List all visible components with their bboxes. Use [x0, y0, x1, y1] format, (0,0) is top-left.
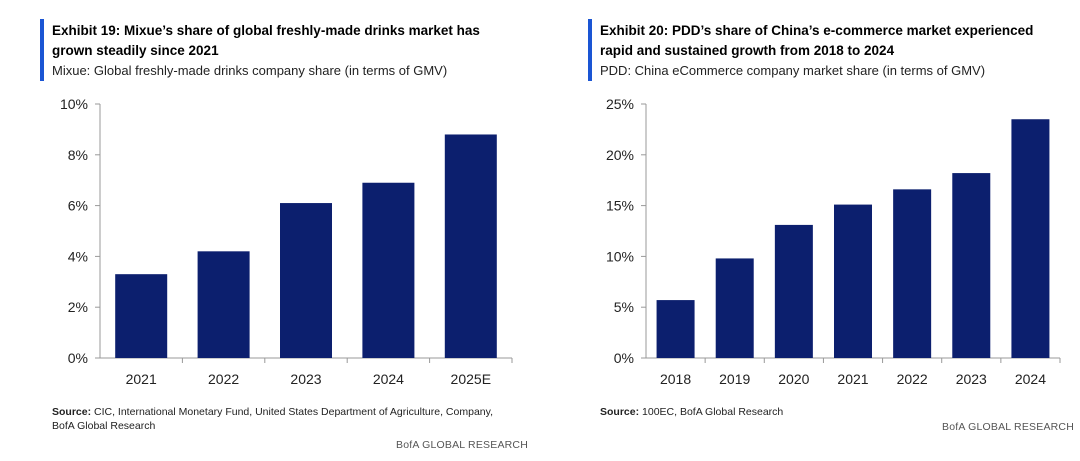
bar	[774, 224, 813, 358]
exhibit-19-subtitle: Mixue: Global freshly-made drinks compan…	[52, 63, 448, 78]
exhibit-19-accent-bar	[40, 19, 44, 81]
y-tick-label: 6%	[68, 198, 88, 214]
y-tick-label: 2%	[68, 299, 88, 315]
x-tick-label: 2022	[897, 371, 928, 387]
bar	[1011, 119, 1050, 359]
y-tick-label: 0%	[68, 350, 88, 366]
exhibit-20-credit: BofA GLOBAL RESEARCH	[942, 421, 1074, 433]
x-tick-label: 2021	[126, 371, 157, 387]
exhibit-19-source-text: CIC, International Monetary Fund, United…	[52, 406, 494, 432]
y-tick-label: 15%	[606, 198, 634, 214]
x-tick-label: 2025E	[451, 371, 491, 387]
x-tick-label: 2022	[208, 371, 239, 387]
exhibit-19-title: Exhibit 19: Mixue’s share of global fres…	[52, 23, 480, 58]
exhibit-20-source-label: Source:	[600, 406, 640, 418]
bar	[715, 258, 754, 358]
y-tick-label: 4%	[68, 248, 88, 264]
exhibit-20-title: Exhibit 20: PDD’s share of China’s e-com…	[600, 23, 1034, 58]
x-tick-label: 2021	[837, 371, 868, 387]
x-tick-label: 2024	[1015, 371, 1046, 387]
y-tick-label: 10%	[60, 96, 88, 112]
y-tick-label: 5%	[614, 299, 634, 315]
exhibit-20-panel: Exhibit 20: PDD’s share of China’s e-com…	[540, 0, 1080, 461]
x-tick-label: 2018	[660, 371, 691, 387]
exhibit-19-source: Source: CIC, International Monetary Fund…	[52, 405, 512, 433]
y-tick-label: 20%	[606, 147, 634, 163]
bar	[656, 300, 695, 358]
y-tick-label: 8%	[68, 147, 88, 163]
bar	[280, 203, 332, 358]
x-tick-label: 2023	[956, 371, 987, 387]
bar	[115, 274, 168, 358]
x-tick-label: 2020	[778, 371, 809, 387]
exhibit-19-chart: 0% 2% 4% 6% 8% 10% 2021 2022 2023 2024 2025E	[60, 96, 513, 387]
exhibit-19-panel: Exhibit 19: Mixue’s share of global fres…	[40, 19, 528, 451]
y-tick-label: 10%	[606, 248, 634, 264]
exhibit-20-source: Source: 100EC, BofA Global Research	[600, 405, 1060, 419]
exhibit-20-accent-bar	[588, 19, 592, 81]
x-tick-label: 2019	[719, 371, 750, 387]
y-tick-label: 25%	[606, 96, 634, 112]
bar	[834, 204, 872, 358]
exhibit-20-subtitle: PDD: China eCommerce company market shar…	[600, 63, 986, 78]
bar	[893, 189, 932, 358]
bar	[952, 173, 991, 358]
bar	[362, 182, 415, 358]
bar	[444, 134, 497, 358]
exhibit-20-source-text: 100EC, BofA Global Research	[639, 406, 784, 418]
exhibit-20-chart: 0% 5% 10% 15% 20% 25% 2018 2019 2020 2021 2022 2023…	[606, 96, 1061, 387]
exhibit-19-source-label: Source:	[52, 406, 92, 418]
x-tick-label: 2023	[290, 371, 321, 387]
bar	[197, 251, 250, 358]
x-tick-label: 2024	[373, 371, 404, 387]
exhibit-19-credit: BofA GLOBAL RESEARCH	[396, 439, 528, 451]
y-tick-label: 0%	[614, 350, 634, 366]
